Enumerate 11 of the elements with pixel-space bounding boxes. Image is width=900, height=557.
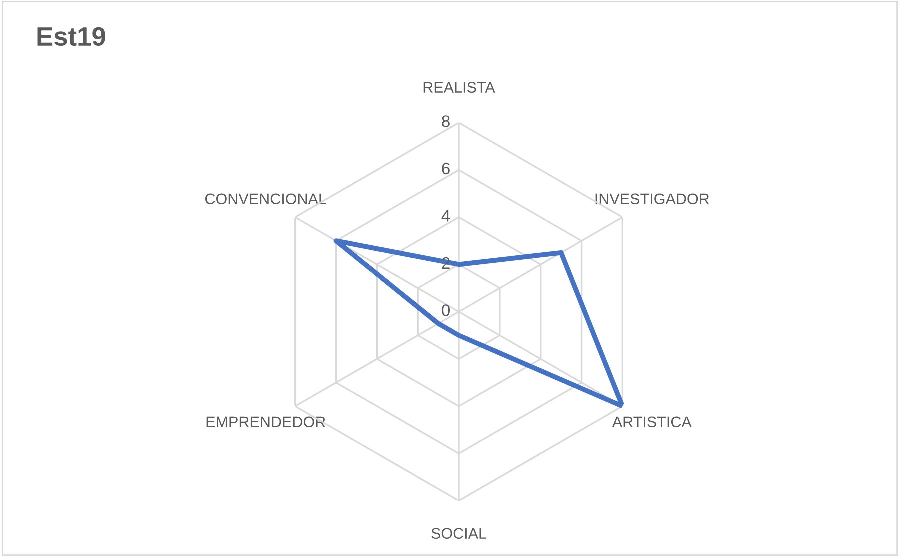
y-tick-label: 0: [442, 304, 450, 316]
y-tick-label: 6: [442, 162, 450, 175]
spoke-label: INVESTIGADOR: [596, 194, 710, 205]
spoke-label: ARTISTICA: [612, 416, 692, 428]
chart-title: Est19: [38, 27, 106, 46]
y-tick-label: 4: [442, 210, 450, 222]
spoke-label: CONVENCIONAL: [206, 194, 326, 205]
spoke-label: REALISTA: [424, 82, 496, 93]
spoke-label: SOCIAL: [432, 528, 487, 540]
y-tick-label: 8: [442, 116, 450, 128]
spoke-label: EMPRENDEDOR: [206, 416, 326, 428]
